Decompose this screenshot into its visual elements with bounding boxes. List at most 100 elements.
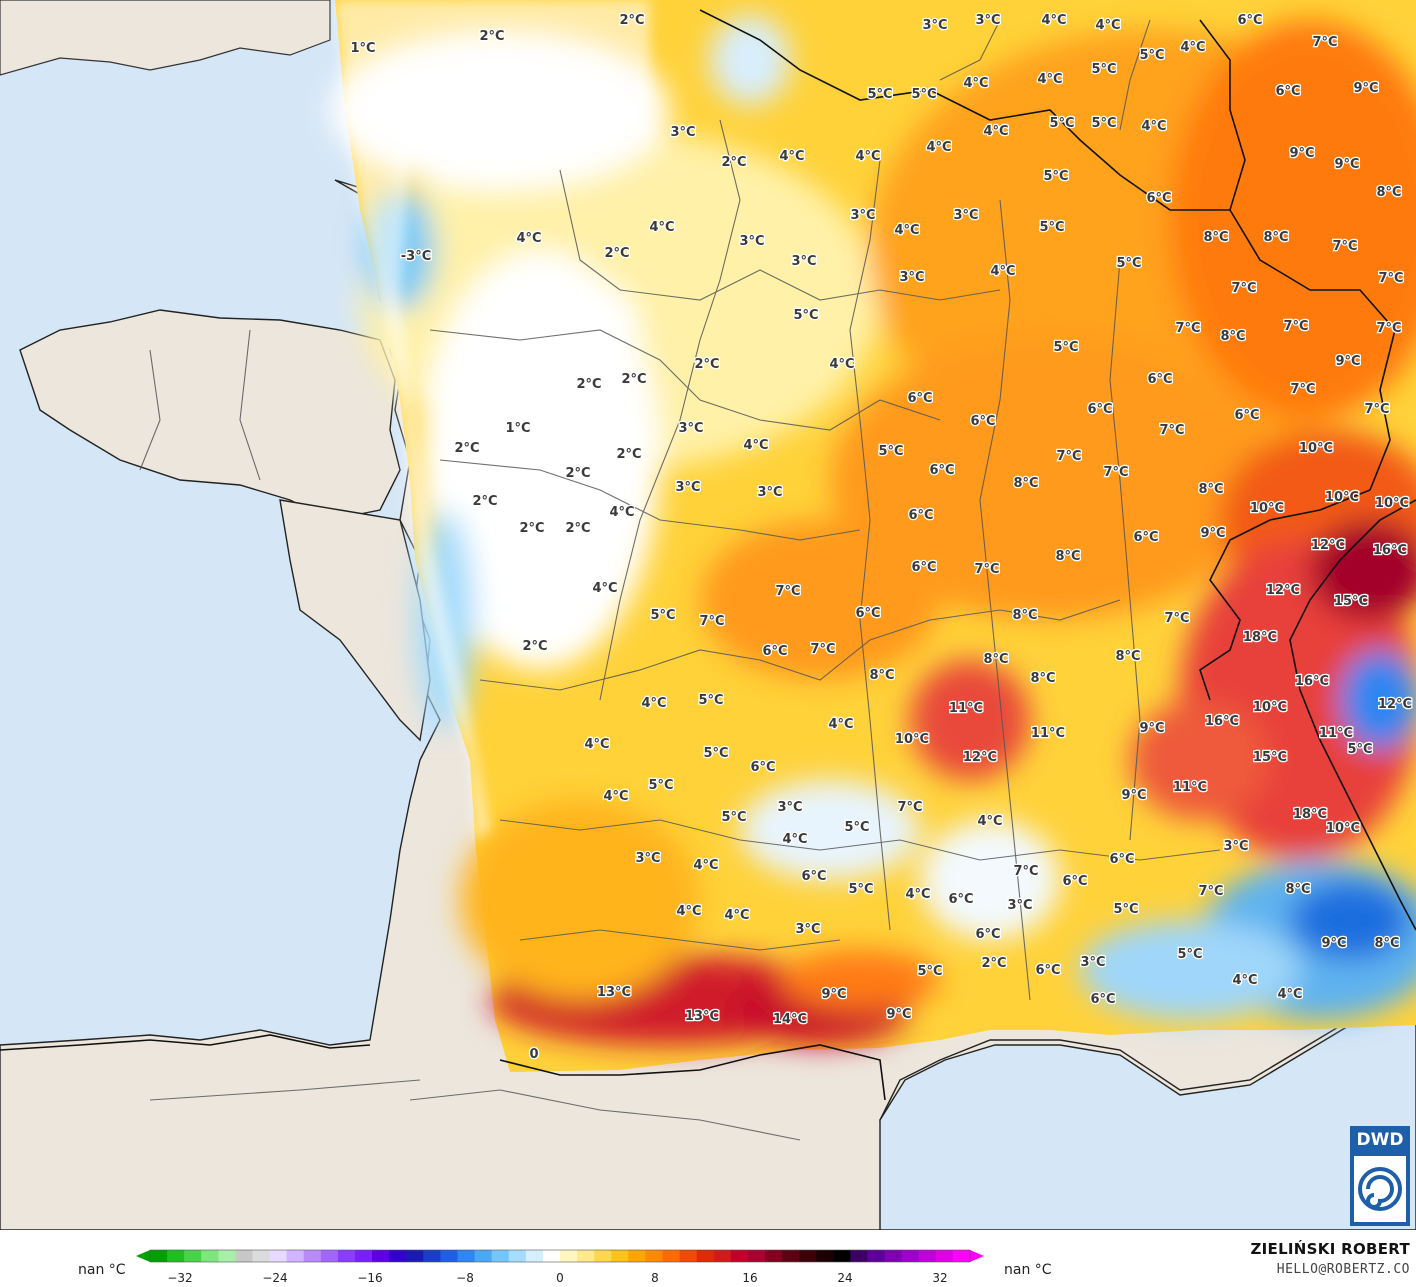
- temperature-label: 3°C: [850, 208, 875, 223]
- temperature-label: 7°C: [974, 562, 999, 577]
- temperature-label: 3°C: [675, 480, 700, 495]
- temperature-label: 2°C: [565, 466, 590, 481]
- temperature-map: 1°C 2°C 2°C 3°C 3°C 4°C 4°C 5°C 4°C 6°C 7°C 6°C 9°C 5…: [0, 0, 1416, 1230]
- temperature-label: 9°C: [1335, 354, 1360, 369]
- color-scale-segment: [611, 1250, 629, 1262]
- temperature-label: 6°C: [1237, 13, 1262, 28]
- temperature-label: 11°C: [949, 701, 983, 716]
- color-scale-max-arrow: [970, 1250, 984, 1262]
- temperature-label: 6°C: [975, 927, 1000, 942]
- temperature-label: 2°C: [616, 447, 641, 462]
- temperature-label: 8°C: [1012, 608, 1037, 623]
- color-scale-segment: [884, 1250, 903, 1262]
- temperature-label: 4°C: [977, 814, 1002, 829]
- temperature-label: 3°C: [975, 13, 1000, 28]
- temperature-label: 6°C: [1234, 408, 1259, 423]
- color-scale-segment: [355, 1250, 373, 1262]
- color-scale-segment: [150, 1250, 168, 1262]
- temperature-label: 2°C: [604, 246, 629, 261]
- temperature-label: 6°C: [1062, 874, 1087, 889]
- temperature-label: 5°C: [793, 308, 818, 323]
- color-scale-segment: [935, 1250, 954, 1262]
- color-scale-segment: [218, 1250, 237, 1262]
- color-scale-segment: [457, 1250, 476, 1262]
- temperature-label: 5°C: [1039, 220, 1064, 235]
- temperature-label: 7°C: [810, 642, 835, 657]
- temperature-label: 2°C: [576, 377, 601, 392]
- color-scale-segment: [560, 1250, 578, 1262]
- temperature-label: 6°C: [1087, 402, 1112, 417]
- color-scale-segment: [337, 1250, 356, 1262]
- temperature-label: 7°C: [1198, 884, 1223, 899]
- color-scale-segment: [201, 1250, 219, 1262]
- color-scale-segment: [525, 1250, 544, 1262]
- temperature-label: 5°C: [917, 964, 942, 979]
- temperature-label: 6°C: [1133, 530, 1158, 545]
- color-scale-segment: [286, 1250, 305, 1262]
- temperature-label: 6°C: [1146, 191, 1171, 206]
- temperature-label: 4°C: [894, 223, 919, 238]
- region-borders: [139, 19, 1221, 1141]
- temperature-label: 9°C: [886, 1007, 911, 1022]
- color-scale-segment: [491, 1250, 510, 1262]
- temperature-label: 3°C: [739, 234, 764, 249]
- temperature-label: 5°C: [878, 444, 903, 459]
- color-scale-segment: [269, 1250, 288, 1262]
- temperature-label: 7°C: [699, 614, 724, 629]
- temperature-label: 16°C: [1373, 543, 1407, 558]
- color-scale-outline: [149, 1249, 971, 1263]
- temperature-label: 2°C: [472, 494, 497, 509]
- temperature-label: 2°C: [522, 639, 547, 654]
- color-scale: −32 −24 −16 −8 0 8 16 24 32: [136, 1249, 984, 1285]
- color-scale-tick-label: −32: [167, 1271, 192, 1285]
- temperature-label: 6°C: [762, 644, 787, 659]
- color-scale-tick-label: 24: [837, 1271, 852, 1285]
- color-scale-segment: [765, 1250, 783, 1262]
- temperature-label: 5°C: [911, 87, 936, 102]
- color-scale-tick-label: 0: [556, 1271, 564, 1285]
- color-scale-tick-label: 16: [742, 1271, 757, 1285]
- temperature-label: 0: [529, 1047, 538, 1062]
- color-scale-segment: [713, 1250, 732, 1262]
- temperature-label: 3°C: [670, 125, 695, 140]
- temperature-label: 2°C: [619, 13, 644, 28]
- color-scale-segment: [389, 1250, 407, 1262]
- temperature-label: 7°C: [1332, 239, 1357, 254]
- temperature-label: 16°C: [1295, 674, 1329, 689]
- color-scale-segment: [320, 1250, 339, 1262]
- temperature-label: 5°C: [848, 882, 873, 897]
- temperature-label: 3°C: [922, 18, 947, 33]
- temperature-label: 7°C: [1364, 402, 1389, 417]
- temperature-label: 6°C: [908, 508, 933, 523]
- temperature-label: 15°C: [1253, 750, 1287, 765]
- legend-right-label: nan °C: [1004, 1262, 1052, 1278]
- color-scale-segment: [782, 1250, 800, 1262]
- land-uk: [0, 0, 331, 76]
- color-scale-segment: [696, 1250, 715, 1262]
- color-scale-segment: [645, 1250, 664, 1262]
- temperature-label: 5°C: [1049, 116, 1074, 131]
- land-brittany: [19, 309, 401, 521]
- color-scale-tick-label: −16: [357, 1271, 382, 1285]
- temperature-label: 3°C: [899, 270, 924, 285]
- temperature-label: 6°C: [750, 760, 775, 775]
- temperature-label: 10°C: [1326, 821, 1360, 836]
- temperature-label: 1°C: [505, 421, 530, 436]
- temperature-label: 3°C: [1007, 898, 1032, 913]
- temperature-label: 5°C: [650, 608, 675, 623]
- temperature-label: 6°C: [1109, 852, 1134, 867]
- temperature-label: 8°C: [1374, 936, 1399, 951]
- temperature-label: 2°C: [721, 155, 746, 170]
- temperature-label: 5°C: [1116, 256, 1141, 271]
- temperature-label: 7°C: [1013, 864, 1038, 879]
- temperature-label: 11°C: [1173, 780, 1207, 795]
- temperature-label: 11°C: [1031, 726, 1065, 741]
- color-scale-segment: [406, 1250, 424, 1262]
- temperature-label: 6°C: [1147, 372, 1172, 387]
- color-scale-segment: [235, 1250, 254, 1262]
- temperature-label: 8°C: [1198, 482, 1223, 497]
- temperature-label: 10°C: [895, 732, 929, 747]
- temperature-label: 4°C: [584, 737, 609, 752]
- color-scale-segment: [542, 1250, 561, 1262]
- temperature-label: 7°C: [1231, 281, 1256, 296]
